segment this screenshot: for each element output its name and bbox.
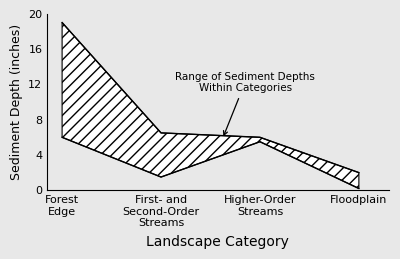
Polygon shape	[62, 23, 359, 189]
Y-axis label: Sediment Depth (inches): Sediment Depth (inches)	[10, 24, 23, 180]
Text: Range of Sediment Depths
Within Categories: Range of Sediment Depths Within Categori…	[175, 71, 315, 135]
X-axis label: Landscape Category: Landscape Category	[146, 235, 289, 249]
